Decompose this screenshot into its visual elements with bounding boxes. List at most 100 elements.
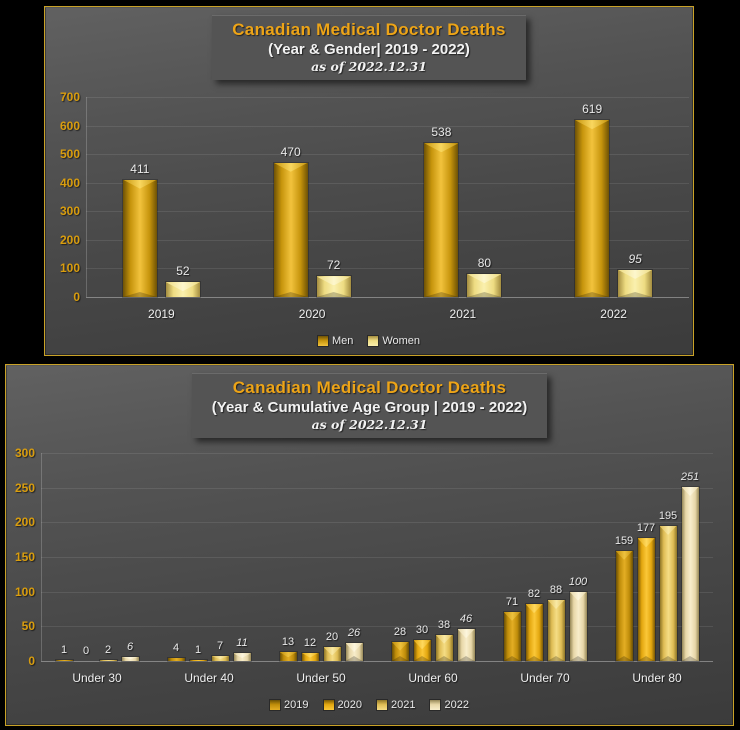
- bar-top-bevel: [273, 162, 308, 172]
- category-label-2021: 2021: [449, 307, 477, 321]
- value-label-2021-Under 40: 7: [216, 640, 224, 653]
- age-group-chart-legend: 2019 2020 2021 2022: [6, 699, 733, 711]
- bar-top-bevel: [615, 550, 633, 560]
- legend-item-2021: 2021: [377, 699, 415, 711]
- bar-bottom-bevel: [569, 656, 587, 661]
- value-label-2022-Under 50: 26: [347, 626, 361, 639]
- gridline-50: [41, 626, 713, 628]
- bar-top-bevel: [233, 653, 251, 658]
- bar-top-bevel: [424, 143, 459, 153]
- age-group-chart-title-box: Canadian Medical Doctor Deaths (Year & C…: [191, 373, 548, 438]
- gridline-0: [86, 297, 689, 298]
- bar-bottom-bevel: [122, 292, 157, 297]
- bar-2019-Under 40: [167, 658, 185, 661]
- y-axis-tick-400: 400: [59, 175, 80, 190]
- bar-top-bevel: [637, 538, 655, 548]
- gridline-300: [41, 453, 713, 454]
- bar-bottom-bevel: [435, 656, 453, 661]
- bar-2022-Under 80: [681, 486, 699, 661]
- bar-2021-Under 40: [211, 656, 229, 661]
- value-label-2019-Under 80: 159: [614, 534, 634, 547]
- gridline-200: [41, 522, 713, 524]
- value-label-2020-Under 60: 30: [415, 624, 429, 637]
- value-label-2021-Under 70: 88: [549, 584, 563, 596]
- y-axis-tick-300: 300: [59, 204, 80, 219]
- bar-top-bevel: [323, 647, 341, 656]
- value-label-Men-2021: 538: [431, 125, 452, 140]
- value-label-2019-Under 60: 28: [393, 625, 407, 638]
- bar-Men-2020: [273, 162, 308, 297]
- gridline-0: [41, 661, 713, 662]
- bar-Men-2019: [122, 179, 157, 297]
- bar-Women-2022: [618, 269, 653, 297]
- value-label-Men-2022: 619: [582, 102, 603, 117]
- bar-2021-Under 60: [435, 634, 453, 661]
- bar-top-bevel: [457, 629, 475, 639]
- bar-bottom-bevel: [273, 292, 308, 297]
- value-label-2019-Under 40: 4: [172, 642, 180, 655]
- bar-bottom-bevel: [316, 292, 351, 297]
- value-label-2022-Under 40: 11: [236, 637, 248, 650]
- bar-bottom-bevel: [618, 292, 653, 297]
- bar-Women-2020: [316, 276, 351, 297]
- gridline-250: [41, 487, 713, 489]
- y-axis-tick-200: 200: [14, 515, 35, 530]
- y-axis-tick-700: 700: [59, 90, 80, 104]
- bar-Men-2022: [575, 120, 610, 297]
- bar-bottom-bevel: [615, 656, 633, 661]
- y-axis-tick-200: 200: [59, 232, 80, 247]
- gridline-150: [41, 557, 713, 558]
- bar-2021-Under 30: [99, 659, 117, 661]
- bar-2019-Under 70: [503, 611, 521, 661]
- bar-top-bevel: [525, 604, 543, 614]
- legend-item-Women: Women: [368, 335, 420, 347]
- bar-bottom-bevel: [457, 656, 475, 661]
- chart-asof-note: as of 2022.12.31: [311, 59, 427, 74]
- value-label-2019-Under 50: 13: [281, 636, 295, 648]
- bar-bottom-bevel: [659, 656, 677, 661]
- bar-2022-Under 60: [457, 629, 475, 661]
- legend-marker-icon: [377, 700, 387, 710]
- category-label-2020: 2020: [298, 307, 326, 321]
- y-axis-tick-100: 100: [59, 261, 80, 276]
- age-group-chart-panel: Canadian Medical Doctor Deaths (Year & C…: [5, 364, 734, 726]
- category-label-Under 40: Under 40: [184, 671, 234, 685]
- legend-marker-icon: [430, 700, 441, 710]
- value-label-2020-Under 50: 12: [303, 636, 317, 649]
- bar-bottom-bevel: [424, 292, 459, 297]
- value-label-2022-Under 30: 6: [126, 640, 134, 653]
- value-label-Women-2019: 52: [176, 264, 190, 279]
- gridline-400: [86, 182, 689, 184]
- legend-item-2022: 2022: [430, 699, 469, 711]
- value-label-Men-2020: 470: [280, 144, 301, 159]
- legend-marker-icon: [270, 700, 281, 710]
- bar-2019-Under 60: [391, 641, 409, 661]
- gridline-100: [86, 268, 689, 270]
- bar-top-bevel: [122, 179, 157, 189]
- y-axis-tick-150: 150: [14, 550, 35, 564]
- value-label-2019-Under 70: 71: [505, 595, 519, 608]
- bar-top-bevel: [316, 276, 351, 286]
- value-label-2022-Under 60: 46: [459, 613, 473, 626]
- bar-top-bevel: [503, 611, 521, 621]
- legend-item-2019: 2019: [270, 699, 309, 711]
- y-axis-tick-50: 50: [21, 619, 35, 634]
- bar-Men-2021: [424, 143, 459, 297]
- category-label-Under 30: Under 30: [72, 671, 122, 685]
- bar-2019-Under 80: [615, 550, 633, 661]
- bar-top-bevel: [467, 274, 502, 284]
- bar-2019-Under 30: [55, 660, 73, 661]
- bar-2020-Under 50: [301, 652, 319, 661]
- y-axis-tick-250: 250: [14, 480, 35, 495]
- value-label-2022-Under 80: 251: [680, 470, 700, 483]
- bar-bottom-bevel: [637, 656, 655, 661]
- bar-top-bevel: [345, 642, 363, 652]
- chart-title: Canadian Medical Doctor Deaths: [232, 378, 507, 397]
- age-group-chart-plot-area: 0 50 100 150 200 250 300 1 0 2 6 Under 30 4 1 7 11 Under…: [15, 447, 713, 685]
- category-label-2022: 2022: [600, 307, 627, 321]
- value-label-Men-2019: 411: [130, 161, 150, 176]
- gender-chart-legend: Men Women: [45, 335, 693, 347]
- chart-asof-note: as of 2022.12.31: [311, 417, 428, 432]
- bar-2022-Under 40: [233, 653, 251, 661]
- value-label-2019-Under 30: 1: [60, 644, 68, 656]
